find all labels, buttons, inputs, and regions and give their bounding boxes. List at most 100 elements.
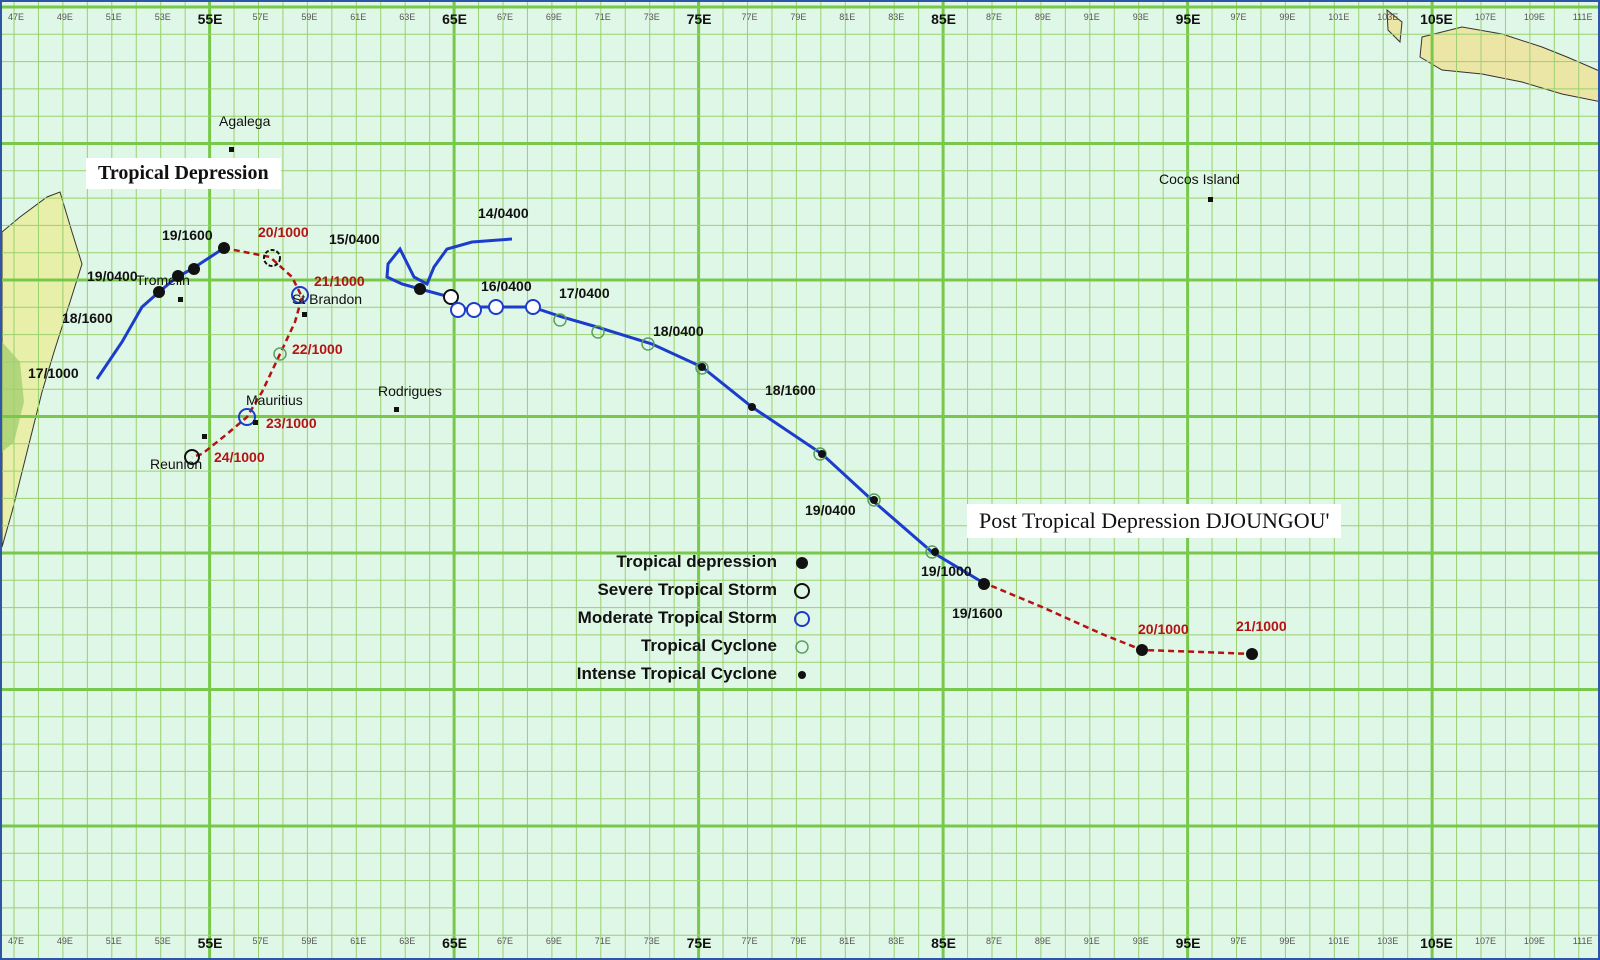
label-15-0400: 15/0400: [329, 231, 380, 247]
madagascar-forest: [2, 342, 24, 452]
lon-minor-label: 79E: [790, 936, 806, 946]
legend-item-mts: Moderate Tropical Storm: [577, 608, 777, 627]
track-right-active: [385, 237, 983, 584]
lon-minor-label: 57E: [253, 936, 269, 946]
label-19-0400: 19/0400: [87, 268, 138, 284]
mts-marker: [466, 302, 482, 318]
label-18-1600: 18/1600: [62, 310, 113, 326]
itc-marker: [818, 450, 826, 458]
itc-marker: [870, 496, 878, 504]
lon-minor-label: 59E: [301, 936, 317, 946]
legend-item-sts: Severe Tropical Storm: [597, 580, 777, 599]
label-18-1600: 18/1600: [765, 382, 816, 398]
lon-minor-label: 63E: [399, 12, 415, 22]
legend-item-td: Tropical depression: [616, 552, 777, 571]
mts-marker: [450, 302, 466, 318]
mts-marker: [238, 408, 256, 426]
lon-major-label: 65E: [442, 11, 467, 27]
lon-major-label: 95E: [1176, 11, 1201, 27]
lon-major-label: 95E: [1176, 935, 1201, 951]
lon-minor-label: 51E: [106, 12, 122, 22]
td-marker: [978, 578, 990, 590]
td-marker: [1246, 648, 1258, 660]
label-r-20-1000: 20/1000: [1138, 621, 1189, 637]
lon-major-label: 105E: [1420, 11, 1453, 27]
lon-minor-label: 63E: [399, 936, 415, 946]
lon-minor-label: 93E: [1133, 12, 1149, 22]
place-mauritius: Mauritius: [246, 392, 303, 408]
lon-minor-label: 73E: [644, 936, 660, 946]
place-reunion: Reunion: [150, 456, 202, 472]
brandon-island-marker: [302, 312, 307, 317]
lon-minor-label: 111E: [1573, 12, 1593, 22]
lon-minor-label: 109E: [1524, 936, 1545, 946]
label-14-0400: 14/0400: [478, 205, 529, 221]
lon-minor-label: 73E: [644, 12, 660, 22]
cocos-island-marker: [1208, 197, 1213, 202]
td-marker: [172, 270, 184, 282]
mauritius-island-marker: [253, 420, 258, 425]
track-right-post: [981, 580, 1253, 656]
lon-major-label: 85E: [931, 935, 956, 951]
lon-minor-label: 99E: [1279, 936, 1295, 946]
td-marker: [153, 286, 165, 298]
itc-marker: [698, 363, 706, 371]
lon-minor-label: 89E: [1035, 936, 1051, 946]
lon-minor-label: 67E: [497, 936, 513, 946]
lon-minor-label: 89E: [1035, 12, 1051, 22]
label-19-1600: 19/1600: [162, 227, 213, 243]
lon-minor-label: 79E: [790, 12, 806, 22]
lon-minor-label: 47E: [8, 12, 24, 22]
lon-minor-label: 81E: [839, 12, 855, 22]
td-marker: [414, 283, 426, 295]
lon-minor-label: 57E: [253, 12, 269, 22]
lon-minor-label: 59E: [301, 12, 317, 22]
place-brandon: St Brandon: [292, 291, 362, 307]
label-17-1000: 17/1000: [28, 365, 79, 381]
lon-minor-label: 103E: [1377, 12, 1398, 22]
track-left-post: [191, 246, 304, 459]
td-marker: [1136, 644, 1148, 656]
lon-minor-label: 81E: [839, 936, 855, 946]
label-24-1000: 24/1000: [214, 449, 265, 465]
place-agalega: Agalega: [219, 113, 271, 129]
lon-minor-label: 111E: [1573, 936, 1593, 946]
sts-marker: [184, 449, 200, 465]
lon-minor-label: 99E: [1279, 12, 1295, 22]
lon-minor-label: 87E: [986, 12, 1002, 22]
lon-minor-label: 47E: [8, 936, 24, 946]
rodrigues-island-marker: [394, 407, 399, 412]
lon-minor-label: 107E: [1475, 936, 1496, 946]
lon-minor-label: 101E: [1328, 936, 1349, 946]
lon-minor-label: 61E: [350, 12, 366, 22]
place-rodrigues: Rodrigues: [378, 383, 442, 399]
lon-minor-label: 49E: [57, 936, 73, 946]
agalega-island-marker: [229, 147, 234, 152]
lon-minor-label: 69E: [546, 12, 562, 22]
label-16-0400: 16/0400: [481, 278, 532, 294]
tc-markers: [273, 313, 939, 559]
label-22-1000: 22/1000: [292, 341, 343, 357]
mts-marker: [525, 299, 541, 315]
lon-minor-label: 71E: [595, 936, 611, 946]
lon-minor-label: 87E: [986, 936, 1002, 946]
label-21-1000: 21/1000: [314, 273, 365, 289]
lon-minor-label: 61E: [350, 936, 366, 946]
itc-marker: [748, 403, 756, 411]
lon-minor-label: 53E: [155, 12, 171, 22]
lon-minor-label: 51E: [106, 936, 122, 946]
reunion-island-marker: [202, 434, 207, 439]
lon-minor-label: 91E: [1084, 936, 1100, 946]
label-r-21-1000: 21/1000: [1236, 618, 1287, 634]
lon-minor-label: 97E: [1231, 936, 1247, 946]
lon-minor-label: 49E: [57, 12, 73, 22]
td-marker: [218, 242, 230, 254]
lon-major-label: 65E: [442, 935, 467, 951]
mts-marker: [488, 299, 504, 315]
title-tropical-depression: Tropical Depression: [86, 158, 281, 189]
lon-minor-label: 93E: [1133, 936, 1149, 946]
lon-minor-label: 109E: [1524, 12, 1545, 22]
